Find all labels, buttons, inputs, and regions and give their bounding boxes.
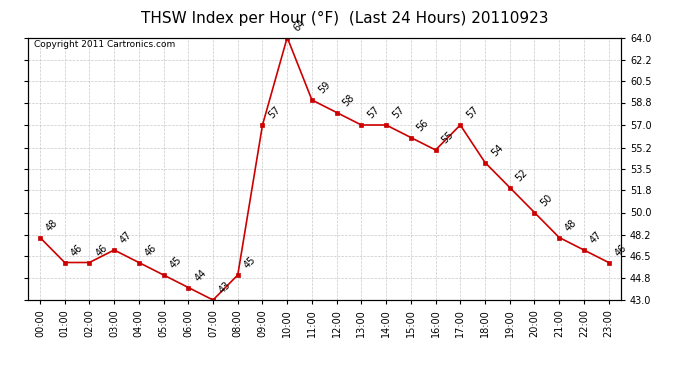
Text: 45: 45 bbox=[168, 255, 184, 271]
Text: Copyright 2011 Cartronics.com: Copyright 2011 Cartronics.com bbox=[34, 40, 175, 49]
Text: 52: 52 bbox=[514, 167, 530, 183]
Text: 57: 57 bbox=[391, 105, 406, 121]
Text: 45: 45 bbox=[242, 255, 258, 271]
Text: 64: 64 bbox=[291, 18, 307, 33]
Text: 46: 46 bbox=[94, 243, 109, 258]
Text: 47: 47 bbox=[118, 230, 134, 246]
Text: 57: 57 bbox=[464, 105, 480, 121]
Text: 50: 50 bbox=[539, 192, 555, 208]
Text: 57: 57 bbox=[266, 105, 283, 121]
Text: 57: 57 bbox=[366, 105, 382, 121]
Text: 48: 48 bbox=[44, 217, 60, 233]
Text: 55: 55 bbox=[440, 130, 455, 146]
Text: 44: 44 bbox=[193, 268, 208, 284]
Text: 58: 58 bbox=[341, 93, 357, 108]
Text: 48: 48 bbox=[563, 217, 579, 233]
Text: 43: 43 bbox=[217, 280, 233, 296]
Text: 59: 59 bbox=[316, 80, 332, 96]
Text: 46: 46 bbox=[69, 243, 85, 258]
Text: 46: 46 bbox=[143, 243, 159, 258]
Text: 56: 56 bbox=[415, 117, 431, 134]
Text: THSW Index per Hour (°F)  (Last 24 Hours) 20110923: THSW Index per Hour (°F) (Last 24 Hours)… bbox=[141, 11, 549, 26]
Text: 46: 46 bbox=[613, 243, 629, 258]
Text: 47: 47 bbox=[588, 230, 604, 246]
Text: 54: 54 bbox=[489, 142, 505, 158]
